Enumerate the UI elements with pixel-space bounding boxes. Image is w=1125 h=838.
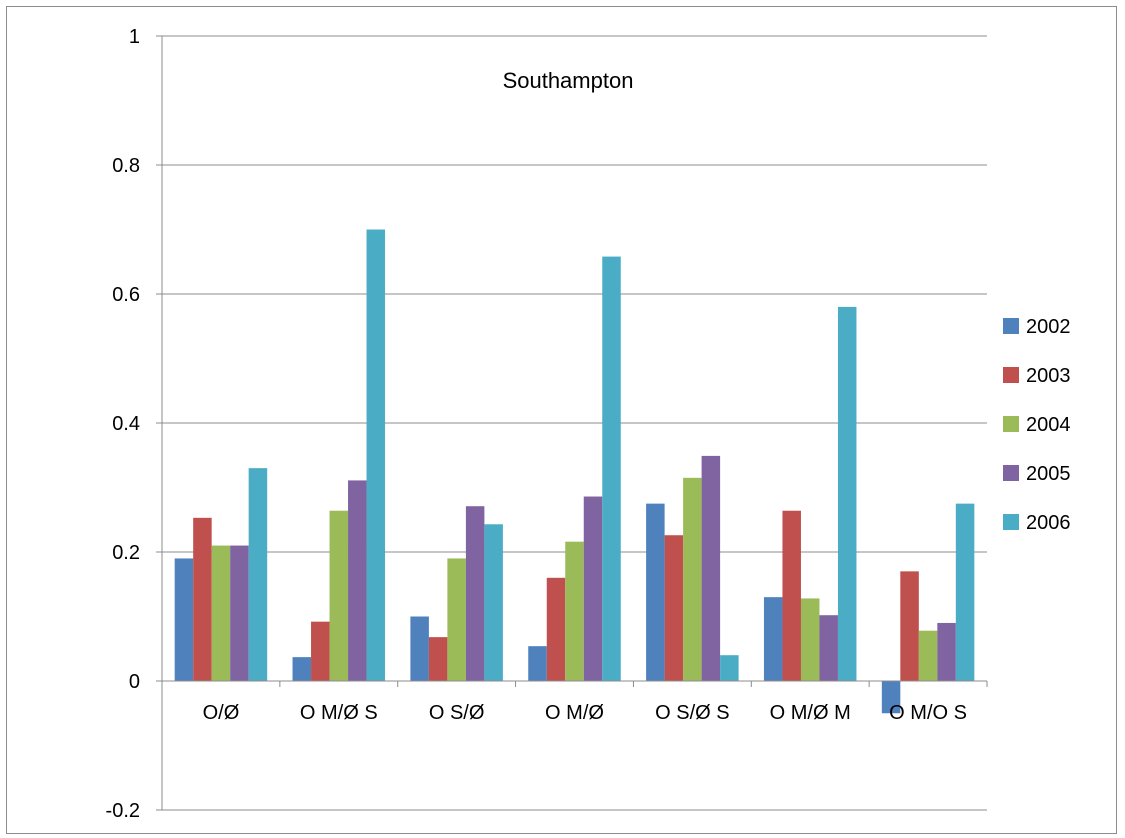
bar-2006 [484,524,503,681]
bar-2003 [782,510,801,681]
bar-2005 [701,455,721,681]
bar-2004 [565,541,584,681]
x-tick-label: O M/O S [889,702,967,724]
x-tick-label: O/Ø [203,702,240,724]
bar-2005 [583,496,603,681]
bar-2004 [211,545,231,681]
legend-label-2002: 2002 [1026,316,1071,338]
axes: -0.2 0 0.2 0.4 0.6 0.8 1 O/Ø O M/Ø S O S/Ø O M/Ø O … [106,26,988,822]
bar-2004 [683,477,702,681]
legend-label-2006: 2006 [1026,512,1071,534]
bar-2002 [528,646,547,681]
bars [174,229,975,714]
x-tick-label: O S/Ø S [655,702,729,724]
x-tick-label: O M/Ø M [770,702,851,724]
bar-2006 [248,468,268,681]
bar-2003 [428,637,448,681]
bar-2005 [937,622,956,681]
bar-2006 [720,655,739,681]
bar-2003 [546,577,566,681]
legend-swatch-2003 [1003,367,1019,383]
legend: 2002 2003 2004 2005 2006 [1003,316,1071,534]
legend-swatch-2006 [1003,514,1019,530]
legend-swatch-2004 [1003,416,1019,432]
gridlines [162,35,987,811]
legend-swatch-2002 [1003,318,1019,334]
bar-2002 [881,681,901,714]
bar-2006 [955,503,975,681]
y-tick-label: 0 [129,671,140,693]
y-tick-label: 0.2 [112,542,140,564]
bar-2002 [292,657,312,681]
bar-2002 [174,558,194,681]
chart-frame [6,6,1117,834]
x-tick-label: O M/Ø [545,702,604,724]
bar-2004 [447,558,466,681]
bar-2004 [800,598,820,681]
bar-2003 [193,517,212,681]
bar-2006 [602,256,621,681]
bar-2005 [819,615,838,681]
bar-2006 [837,306,857,681]
legend-label-2005: 2005 [1026,463,1071,485]
legend-label-2003: 2003 [1026,365,1071,387]
x-tick-label: O M/Ø S [300,702,378,724]
x-tick-label: O S/Ø [429,702,485,724]
y-tick-label: 0.6 [112,284,140,306]
y-tick-label: -0.2 [106,800,140,822]
bar-2003 [311,621,330,681]
y-tick-label: 0.8 [112,155,140,177]
bar-2002 [410,616,429,681]
bar-2005 [465,506,485,681]
bar-2006 [366,229,386,681]
bar-2005 [230,545,249,681]
bar-2002 [646,503,665,681]
bar-2005 [348,480,367,681]
bar-2002 [763,597,783,681]
y-tick-label: 1 [129,26,140,48]
bar-2004 [918,630,938,681]
bar-2003 [900,571,919,681]
legend-label-2004: 2004 [1026,414,1071,436]
bar-2004 [329,510,349,681]
bar-2003 [664,535,684,681]
y-tick-label: 0.4 [112,413,140,435]
chart-title: Southampton [503,68,634,93]
legend-swatch-2005 [1003,465,1019,481]
